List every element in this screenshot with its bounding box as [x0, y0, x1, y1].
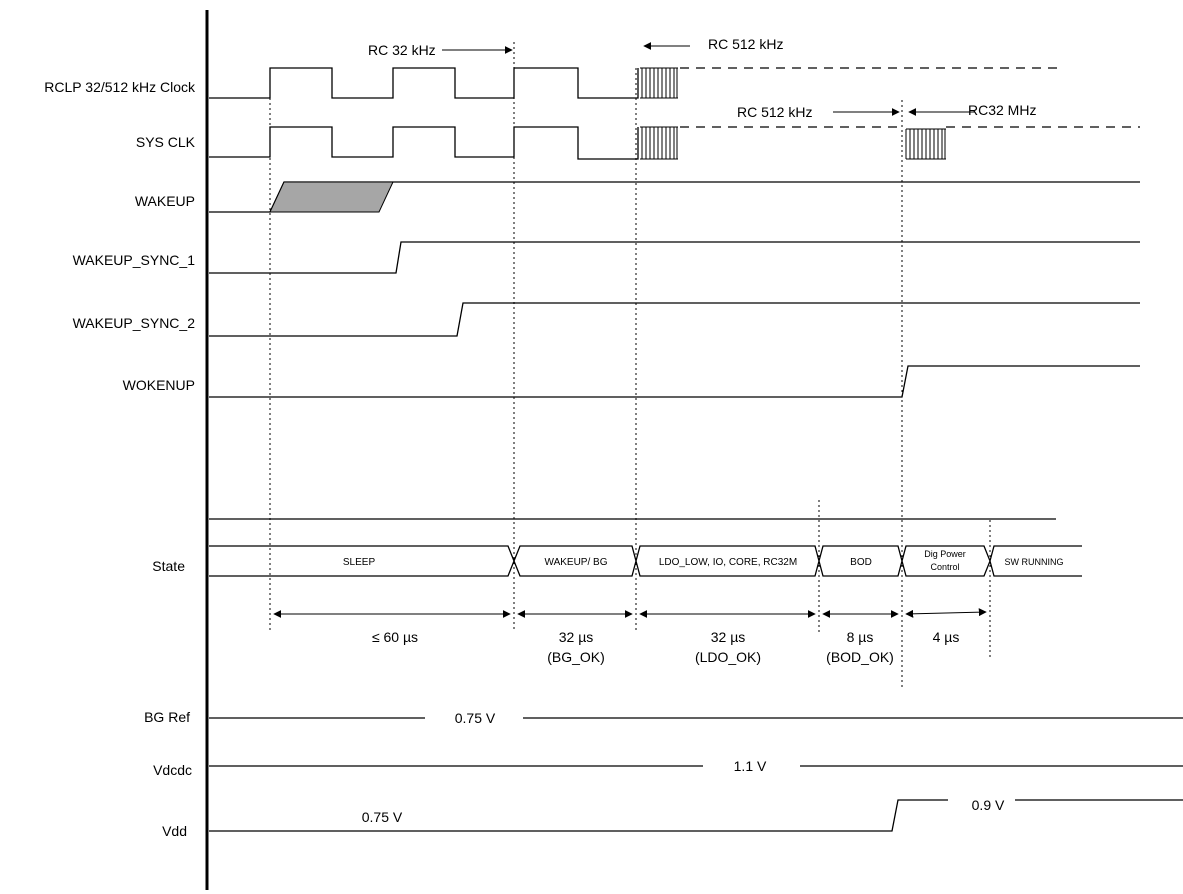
wakeup-sync-2-waveform: [209, 302, 1140, 337]
label-wakeup-sync-2: WAKEUP_SYNC_2: [73, 315, 196, 331]
annot-rc512k-top: RC 512 kHz: [708, 36, 783, 52]
annot-rc32m: RC32 MHz: [968, 102, 1036, 118]
duration-arrow-dig: [905, 608, 987, 618]
state-bod: BOD: [850, 557, 872, 568]
label-rclp-clock: RCLP 32/512 kHz Clock: [44, 79, 196, 95]
vdcdc-value: 1.1 V: [734, 758, 767, 774]
duration-ldo-cond: (LDO_OK): [695, 649, 761, 665]
state-dig-power-2: Control: [930, 562, 959, 572]
duration-ldo: 32 µs: [711, 629, 746, 645]
vdd-high-value: 0.9 V: [972, 797, 1005, 813]
rclp-fast-clock-burst: [637, 67, 678, 99]
vdd-low-value: 0.75 V: [362, 809, 403, 825]
duration-bod-cond: (BOD_OK): [826, 649, 894, 665]
annot-rc32k: RC 32 kHz: [368, 42, 436, 58]
label-sys-clk: SYS CLK: [136, 134, 196, 150]
label-state: State: [152, 558, 185, 574]
duration-bod: 8 µs: [847, 629, 874, 645]
annot-rc512k-sys: RC 512 kHz: [737, 104, 812, 120]
bg-ref-value: 0.75 V: [455, 710, 496, 726]
label-wakeup-sync-1: WAKEUP_SYNC_1: [73, 252, 196, 268]
duration-bg-cond: (BG_OK): [547, 649, 605, 665]
state-dig-power-1: Dig Power: [924, 549, 966, 559]
sys-clk-waveform: [209, 126, 639, 160]
state-wakeup-bg: WAKEUP/ BG: [545, 557, 608, 568]
vdd-waveform: [209, 799, 948, 832]
state-sleep: SLEEP: [343, 557, 376, 568]
duration-bg: 32 µs: [559, 629, 594, 645]
duration-sleep: ≤ 60 µs: [372, 629, 418, 645]
wakeup-async-region: [269, 181, 394, 213]
rclp-clock-waveform: [209, 67, 639, 99]
state-bus: [209, 545, 1082, 577]
sys-clk-fast-burst: [637, 126, 678, 160]
wokenup-waveform: [209, 365, 1140, 398]
label-wokenup: WOKENUP: [123, 377, 195, 393]
label-bg-ref: BG Ref: [144, 709, 190, 725]
state-sw-running: SW RUNNING: [1005, 557, 1064, 567]
duration-dig: 4 µs: [933, 629, 960, 645]
label-wakeup: WAKEUP: [135, 193, 195, 209]
label-vdcdc: Vdcdc: [153, 762, 192, 778]
label-vdd: Vdd: [162, 823, 187, 839]
state-ldo: LDO_LOW, IO, CORE, RC32M: [659, 557, 797, 568]
sys-clk-32mhz-burst: [905, 128, 946, 160]
wakeup-sync-1-waveform: [209, 241, 1140, 274]
